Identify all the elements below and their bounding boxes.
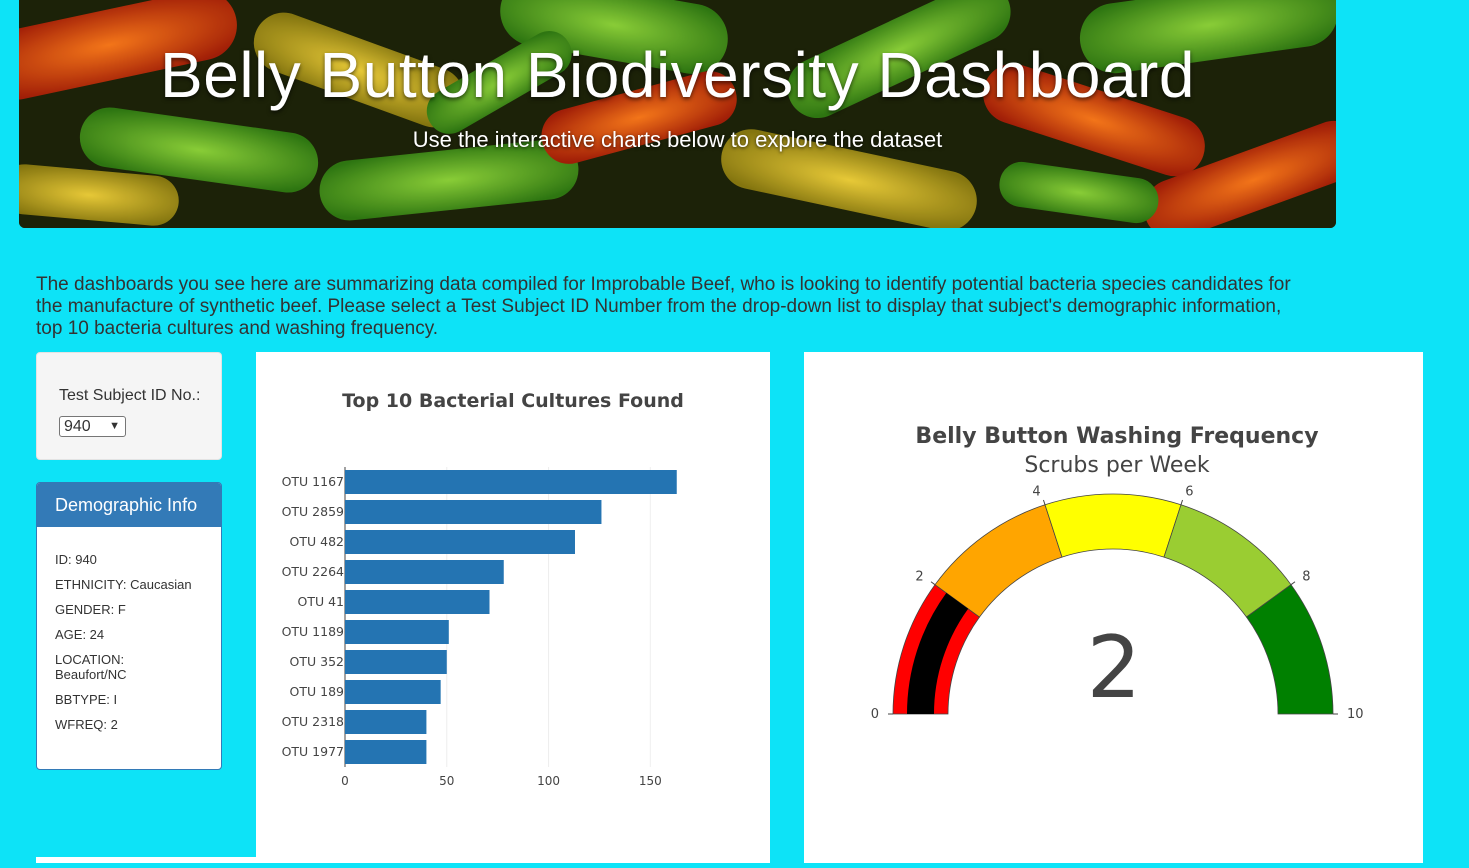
gauge-tick-label: 6 bbox=[1185, 484, 1193, 499]
gauge-tick bbox=[1180, 499, 1184, 505]
gauge-value: 2 bbox=[1087, 618, 1142, 718]
subject-selector-well: Test Subject ID No.: 940 ▼ bbox=[36, 352, 222, 460]
subject-id-select[interactable]: 940 ▼ bbox=[59, 416, 126, 437]
chevron-down-icon: ▼ bbox=[109, 420, 120, 432]
gauge-tick-label: 8 bbox=[1302, 569, 1310, 584]
demographic-item: WFREQ: 2 bbox=[55, 717, 118, 732]
demographic-list: ID: 940 ETHNICITY: Caucasian GENDER: F A… bbox=[37, 527, 221, 732]
bar-y-tick-label: OTU 2859 bbox=[282, 504, 344, 519]
bar-y-tick-label: OTU 482 bbox=[290, 534, 344, 549]
bar-y-tick-label: OTU 189 bbox=[290, 684, 345, 699]
demographic-item: GENDER: F bbox=[55, 602, 126, 617]
intro-paragraph: The dashboards you see here are summariz… bbox=[36, 274, 1291, 339]
bar-mark[interactable] bbox=[345, 530, 575, 554]
bar-mark[interactable] bbox=[345, 650, 447, 674]
demographic-heading: Demographic Info bbox=[37, 483, 221, 527]
header-banner: Belly Button Biodiversity Dashboard Use … bbox=[19, 0, 1336, 228]
bar-y-tick-label: OTU 352 bbox=[290, 654, 344, 669]
bar-chart-title: Top 10 Bacterial Cultures Found bbox=[342, 390, 684, 412]
gauge-chart: Belly Button Washing Frequency Scrubs pe… bbox=[871, 424, 1364, 722]
bar-y-tick-label: OTU 1167 bbox=[282, 474, 344, 489]
bar-x-tick-label: 50 bbox=[439, 774, 454, 788]
bar-mark[interactable] bbox=[345, 470, 677, 494]
bar-mark[interactable] bbox=[345, 500, 602, 524]
gauge-tick-label: 2 bbox=[915, 569, 923, 584]
bar-mark[interactable] bbox=[345, 620, 449, 644]
page-title: Belly Button Biodiversity Dashboard bbox=[160, 39, 1195, 111]
bottom-panel-edge bbox=[1318, 857, 1423, 863]
bar-y-tick-label: OTU 41 bbox=[297, 594, 344, 609]
demographic-item: ID: 940 bbox=[55, 552, 97, 567]
gauge-band bbox=[1044, 493, 1182, 558]
demographic-item: AGE: 24 bbox=[55, 627, 105, 642]
bar-mark[interactable] bbox=[345, 740, 427, 764]
bar-x-tick-label: 100 bbox=[537, 774, 560, 788]
gauge-tick-label: 10 bbox=[1347, 707, 1364, 722]
bar-chart-container: Top 10 Bacterial Cultures Found OTU 1167… bbox=[256, 352, 770, 863]
gauge-tick bbox=[1042, 499, 1046, 505]
bar-x-tick-label: 0 bbox=[341, 774, 349, 788]
bottom-panel-edge bbox=[36, 857, 256, 863]
gauge-chart-container: Belly Button Washing Frequency Scrubs pe… bbox=[804, 352, 1423, 863]
gauge-title: Belly Button Washing Frequency bbox=[915, 424, 1318, 449]
gauge-tick bbox=[930, 581, 936, 586]
demographic-item: ETHNICITY: Caucasian bbox=[55, 577, 192, 592]
bar-y-tick-label: OTU 2318 bbox=[282, 714, 344, 729]
bar-mark[interactable] bbox=[345, 590, 490, 614]
page-subtitle: Use the interactive charts below to expl… bbox=[412, 127, 943, 152]
subject-id-label: Test Subject ID No.: bbox=[59, 387, 201, 404]
bar-mark[interactable] bbox=[345, 710, 427, 734]
bar-y-tick-label: OTU 2264 bbox=[282, 564, 344, 579]
demographic-item: LOCATION: Beaufort/NC bbox=[55, 652, 127, 682]
bar-mark[interactable] bbox=[345, 680, 441, 704]
bar-mark[interactable] bbox=[345, 560, 504, 584]
gauge-subtitle: Scrubs per Week bbox=[1024, 453, 1210, 478]
subject-id-value: 940 bbox=[64, 418, 91, 435]
gauge-tick bbox=[1290, 581, 1296, 586]
bar-chart: Top 10 Bacterial Cultures Found OTU 1167… bbox=[282, 390, 684, 788]
demographic-item: BBTYPE: I bbox=[55, 692, 118, 707]
bar-y-tick-label: OTU 1977 bbox=[282, 744, 344, 759]
gauge-tick-label: 4 bbox=[1032, 484, 1040, 499]
gauge-tick-label: 0 bbox=[871, 707, 879, 722]
bar-y-tick-label: OTU 1189 bbox=[282, 624, 344, 639]
bacteria-background-image bbox=[19, 0, 1336, 228]
demographic-panel: Demographic Info ID: 940 ETHNICITY: Cauc… bbox=[36, 482, 222, 770]
gauge-value-bar bbox=[907, 592, 969, 714]
bar-x-tick-label: 150 bbox=[639, 774, 662, 788]
